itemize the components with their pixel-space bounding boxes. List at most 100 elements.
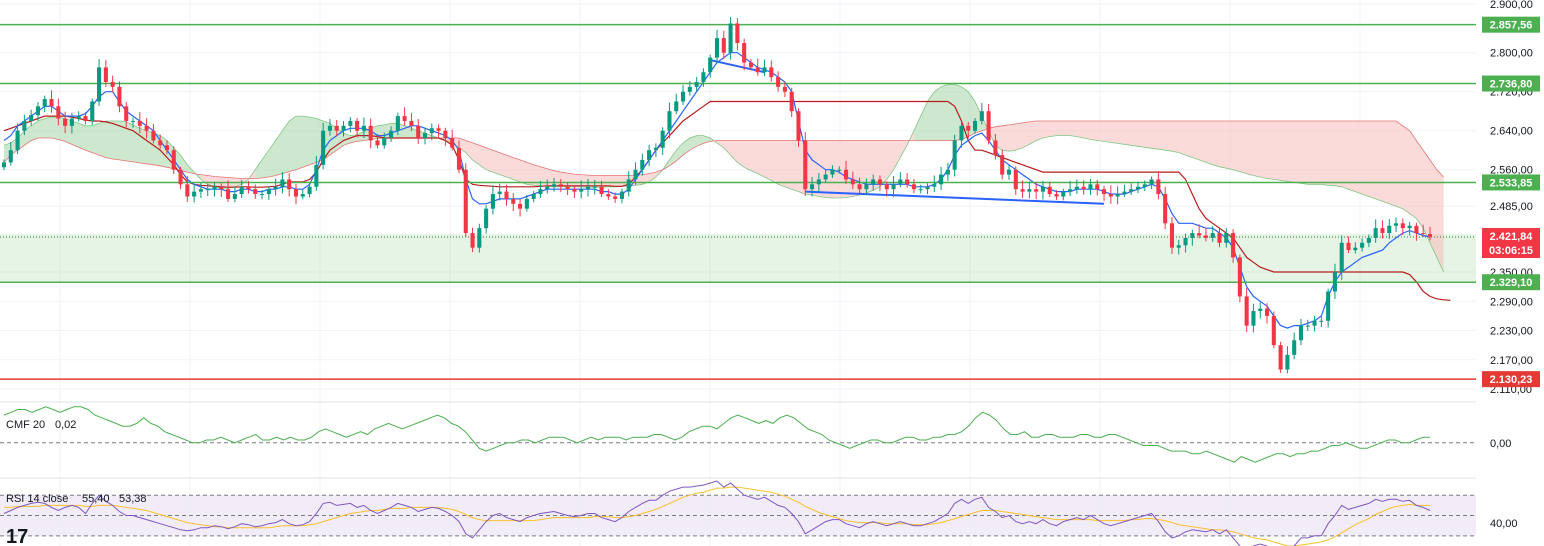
candle-bearish: [769, 67, 774, 78]
level-price-label: 2.130,23: [1490, 374, 1533, 386]
rsi-line: [3, 480, 1431, 546]
candle-bearish: [164, 145, 170, 151]
candle-bullish: [1006, 169, 1012, 175]
candle-bearish: [287, 179, 292, 190]
candle-bullish: [212, 186, 217, 190]
candle-bearish: [334, 125, 339, 131]
candle-bearish: [124, 106, 129, 121]
candle-bearish: [843, 169, 849, 180]
candle-bullish: [490, 194, 495, 209]
candle-bullish: [1298, 325, 1304, 341]
price-axis-tick: 2.230,00: [1490, 326, 1533, 338]
cloud-bearish: [717, 130, 914, 198]
candle-bullish: [1074, 186, 1079, 190]
level-price-label: 2.857,56: [1490, 20, 1533, 32]
candle-bearish: [1020, 189, 1025, 192]
candle-bullish: [198, 189, 203, 192]
candle-bullish: [1251, 311, 1256, 326]
candle-bullish: [192, 191, 197, 197]
candle-bearish: [721, 38, 726, 53]
candle-bearish: [599, 186, 604, 195]
candle-bullish: [1394, 223, 1399, 226]
candle-bearish: [1414, 225, 1419, 234]
candle-bearish: [450, 138, 455, 148]
level-price-label: 2.533,85: [1490, 177, 1533, 189]
cmf-line: [3, 406, 1430, 463]
candle-bearish: [735, 23, 740, 43]
candle-bullish: [619, 191, 624, 199]
candle-bullish: [382, 138, 387, 146]
candle-bullish: [932, 184, 937, 187]
candle-bullish: [945, 169, 950, 175]
candle-bullish: [633, 169, 638, 180]
candle-bullish: [871, 179, 876, 185]
rsi-ma-value: 53,38: [119, 493, 147, 505]
candle-bearish: [966, 125, 971, 131]
candle-bullish: [918, 189, 923, 191]
candle-bullish: [307, 186, 312, 195]
candle-bullish: [647, 150, 652, 160]
candle-bearish: [518, 203, 523, 209]
candle-bearish: [368, 125, 373, 141]
candle-bullish: [130, 120, 136, 122]
level-price-tag: [1482, 371, 1540, 388]
candle-bearish: [755, 67, 760, 73]
candle-bullish: [823, 174, 828, 180]
candle-bearish: [1237, 257, 1242, 297]
candle-bearish: [144, 125, 149, 131]
candle-bullish: [8, 150, 13, 163]
candle-bearish: [402, 116, 407, 121]
rsi-pane: RSI 14 close 55,40 53,38 40,00: [0, 480, 1518, 546]
price-axis-tick: 2.800,00: [1490, 48, 1533, 60]
candle-bearish: [103, 67, 108, 82]
candle-bullish: [640, 159, 645, 170]
candle-bullish: [1292, 340, 1297, 355]
candle-bearish: [993, 140, 998, 156]
candle-bullish: [1088, 184, 1093, 190]
candle-bullish: [280, 179, 285, 187]
candle-bullish: [273, 186, 278, 190]
candle-bullish: [551, 184, 557, 187]
level-price-tag: [1482, 75, 1540, 92]
candle-bearish: [1197, 233, 1202, 236]
candle-bearish: [463, 169, 468, 234]
candle-bullish: [300, 194, 305, 197]
trendline: [709, 59, 765, 74]
candle-bullish: [395, 116, 400, 131]
rsi-ma-line: [4, 486, 1430, 546]
price-tags-layer: 2.857,56 2.736,80 2.533,85 2.329,10 2.130,23…: [1482, 16, 1540, 388]
candle-bullish: [694, 81, 699, 87]
candle-bullish: [266, 189, 271, 195]
candle-bullish: [959, 125, 964, 141]
candle-bullish: [314, 164, 319, 187]
candle-bullish: [22, 120, 27, 131]
candle-bullish: [653, 147, 658, 151]
candle-bearish: [504, 191, 509, 199]
candle-bearish: [117, 86, 122, 107]
candle-bullish: [422, 133, 428, 139]
candle-bullish: [97, 67, 102, 102]
candles-layer: [1, 17, 1433, 374]
candle-bearish: [1217, 233, 1222, 243]
candle-bullish: [681, 91, 686, 102]
candle-bearish: [56, 106, 61, 119]
candle-bullish: [15, 130, 20, 151]
candle-bearish: [1108, 194, 1113, 197]
candle-bullish: [1224, 233, 1229, 243]
candle-bearish: [1163, 194, 1168, 224]
candle-bullish: [1258, 308, 1263, 312]
cmf-label: CMF 20: [6, 419, 45, 431]
candle-bullish: [810, 184, 815, 190]
candle-bullish: [205, 189, 210, 191]
candle-bearish: [558, 184, 563, 187]
candle-bullish: [1027, 189, 1032, 192]
candle-bearish: [409, 120, 414, 126]
candle-bullish: [1387, 225, 1392, 234]
candle-bullish: [585, 186, 591, 190]
candle-bullish: [1142, 184, 1147, 187]
candle-bearish: [1000, 155, 1005, 175]
candle-bullish: [1040, 186, 1045, 192]
candle-bullish: [1115, 194, 1120, 197]
candle-bearish: [375, 140, 380, 146]
